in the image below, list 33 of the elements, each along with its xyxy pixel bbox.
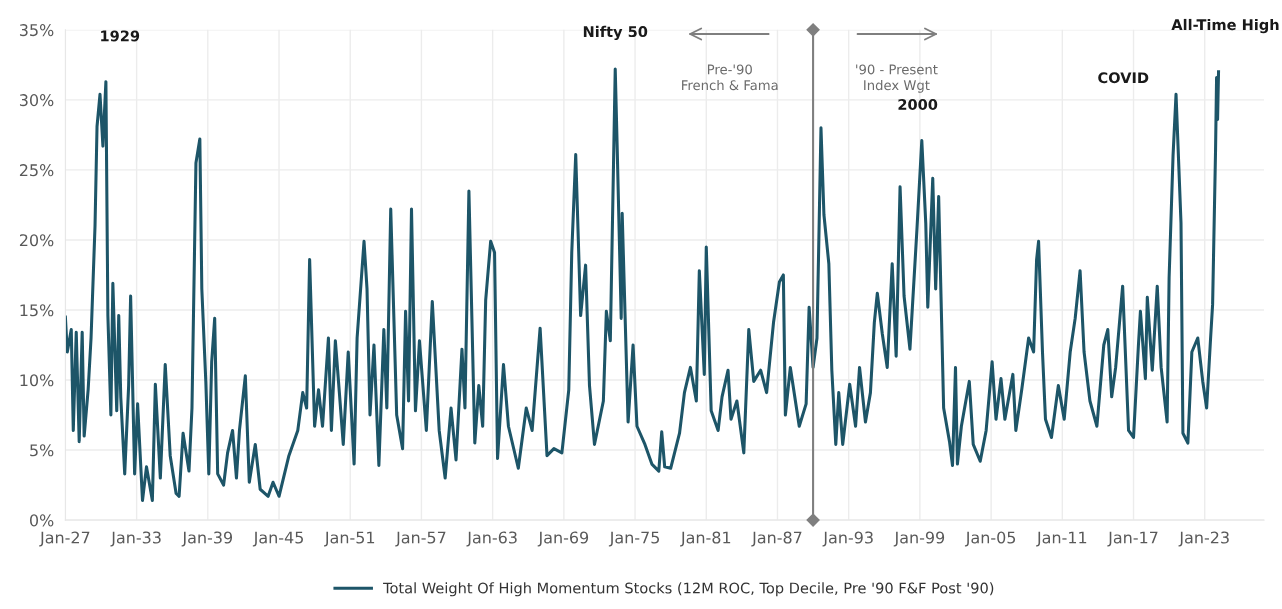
x-tick-label: Jan-11	[1036, 531, 1087, 547]
x-tick-label: Jan-57	[395, 531, 446, 547]
x-tick-label: Jan-23	[1178, 531, 1229, 547]
annotation: 1929	[101, 30, 140, 42]
annotation: '90 - Present Index Wgt	[856, 64, 938, 93]
x-tick-label: Jan-45	[252, 531, 303, 547]
x-tick-label: Jan-99	[893, 531, 945, 547]
y-tick-label: 35%	[19, 24, 54, 37]
annotation: Nifty 50	[583, 25, 648, 41]
x-tick-label: Jan-81	[680, 531, 731, 547]
x-tick-label: Jan-93	[822, 531, 873, 547]
annotation: COVID	[1098, 72, 1149, 84]
annotation: Pre-'90 French & Fama	[682, 64, 778, 91]
x-tick-label: Jan-17	[1107, 531, 1158, 547]
legend-label: Total Weight Of High Momentum Stocks (12M ROC, Top Decile, Pre '90 F&F Post '90)	[383, 582, 994, 597]
x-tick-label: Jan-87	[751, 531, 802, 547]
x-tick-label: Jan-27	[39, 531, 90, 547]
y-tick-label: 25%	[19, 164, 54, 177]
x-tick-label: Jan-39	[181, 531, 233, 547]
y-tick-label: 20%	[19, 234, 54, 247]
x-tick-label: Jan-51	[324, 531, 375, 547]
x-tick-label: Jan-63	[466, 531, 517, 547]
y-tick-label: 30%	[19, 94, 54, 107]
y-tick-label: 15%	[20, 304, 54, 317]
x-tick-label: Jan-33	[110, 531, 161, 547]
annotation: All-Time High	[1171, 18, 1279, 34]
y-tick-label: 5%	[30, 444, 54, 457]
x-tick-label: Jan-69	[537, 531, 589, 547]
annotation: 2000	[898, 98, 938, 111]
x-tick-label: Jan-75	[608, 531, 660, 547]
y-tick-label: 10%	[20, 374, 54, 387]
x-tick-label: Jan-05	[964, 531, 1016, 547]
y-tick-label: 0%	[29, 514, 54, 527]
